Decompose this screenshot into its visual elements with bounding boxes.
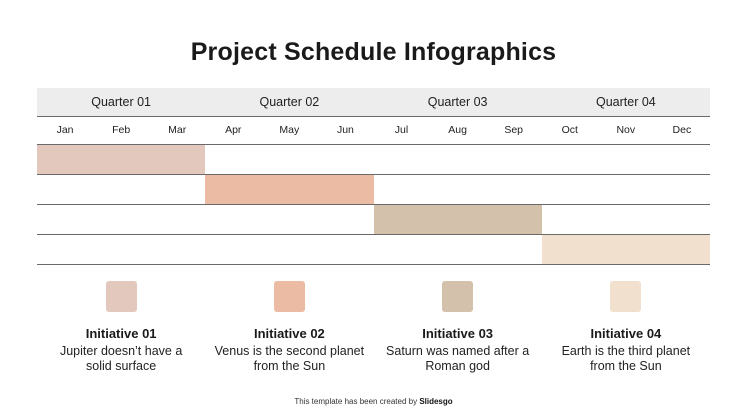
month-header: Jan Feb Mar Apr May Jun Jul Aug Sep Oct …: [37, 116, 710, 145]
month-label: Nov: [616, 124, 636, 136]
schedule-bar: [205, 175, 374, 204]
schedule-bar: [373, 205, 542, 234]
initiative-description: Venus is the second planet from the Sun: [214, 344, 365, 373]
initiative-item: Initiative 03 Saturn was named after a R…: [374, 281, 542, 374]
page-title: Project Schedule Infographics: [190, 38, 557, 66]
quarter-label: Quarter 04: [595, 95, 656, 109]
initiative-description: Saturn was named after a Roman god: [386, 344, 530, 373]
month-label: Apr: [225, 124, 242, 136]
credit-text: This template has been created by: [294, 397, 418, 406]
schedule-row: [37, 235, 710, 265]
month-label: May: [279, 124, 300, 136]
quarter-header: Quarter 01 Quarter 02 Quarter 03 Quarter…: [37, 88, 710, 116]
initiative-title: Initiative 01: [85, 326, 157, 341]
month-label: Jun: [336, 124, 354, 136]
schedule-rows: [37, 145, 710, 265]
month-label: Dec: [672, 124, 692, 136]
initiative-title: Initiative 04: [590, 326, 662, 341]
quarter-label: Quarter 01: [91, 95, 151, 109]
month-label: Mar: [168, 124, 187, 136]
month-label: Jul: [394, 124, 409, 136]
initiative-item: Initiative 02 Venus is the second planet…: [205, 281, 373, 374]
schedule-row: [37, 175, 710, 205]
color-swatch: [105, 281, 137, 312]
color-swatch: [273, 281, 305, 312]
schedule-bar: [541, 235, 710, 264]
credit-line: This template has been created by Slides…: [0, 397, 747, 406]
gantt-chart: Quarter 01 Quarter 02 Quarter 03 Quarter…: [37, 88, 710, 265]
color-swatch: [610, 281, 642, 312]
initiative-item: Initiative 04 Earth is the third planet …: [542, 281, 710, 374]
month-label: Aug: [448, 124, 467, 136]
month-label: Sep: [504, 124, 523, 136]
initiative-item: Initiative 01 Jupiter doesn’t have a sol…: [37, 281, 205, 374]
initiative-description: Earth is the third planet from the Sun: [561, 344, 691, 373]
initiative-title: Initiative 02: [253, 326, 325, 341]
month-label: Oct: [561, 124, 578, 136]
initiative-description: Jupiter doesn’t have a solid surface: [59, 344, 183, 373]
color-swatch: [442, 281, 474, 312]
initiative-legend: Initiative 01 Jupiter doesn’t have a sol…: [37, 281, 710, 374]
schedule-row: [37, 145, 710, 175]
initiative-title: Initiative 03: [422, 326, 494, 341]
schedule-row: [37, 205, 710, 235]
schedule-bar: [37, 145, 206, 174]
month-label: Feb: [112, 124, 131, 136]
brand-name: Slidesgo: [419, 397, 453, 406]
month-label: Jan: [56, 124, 74, 136]
quarter-label: Quarter 02: [259, 95, 320, 109]
quarter-label: Quarter 03: [427, 95, 488, 109]
